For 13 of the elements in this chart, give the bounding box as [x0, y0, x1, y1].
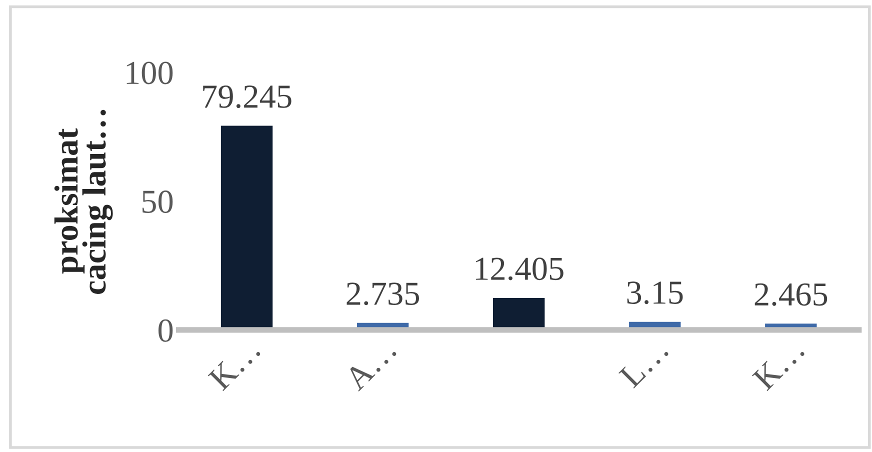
- data-label: 3.15: [627, 282, 683, 304]
- x-tick-label: A…: [343, 338, 397, 392]
- data-label: 2.465: [754, 283, 828, 306]
- x-tick-label: L…: [618, 338, 670, 389]
- y-tick-label: 50: [142, 190, 173, 214]
- x-tick-label: K…: [208, 338, 261, 392]
- data-label: 79.245: [203, 86, 292, 108]
- data-label: 2.735: [346, 282, 420, 306]
- x-tick-label: K…: [752, 338, 806, 392]
- y-axis-title: proksimat cacing laut…: [54, 110, 113, 294]
- data-label: 12.405: [476, 258, 564, 280]
- y-tick-label: 0: [158, 319, 173, 342]
- y-tick-label: 100: [126, 62, 173, 84]
